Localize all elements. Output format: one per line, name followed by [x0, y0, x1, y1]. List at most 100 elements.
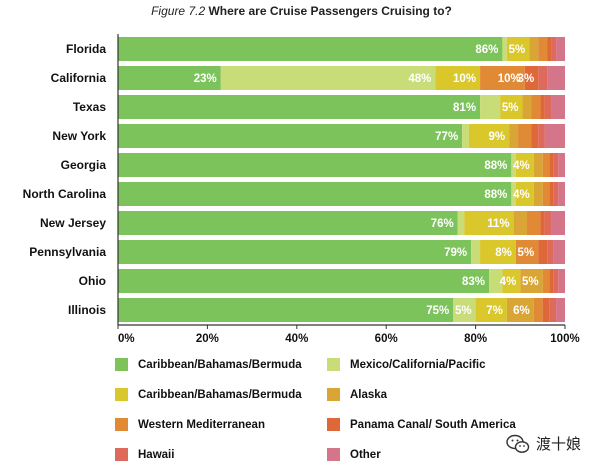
legend-label: Caribbean/Bahamas/Bermuda — [138, 358, 302, 371]
figure-number: Figure 7.2 — [151, 4, 206, 18]
chart-title: Figure 7.2 Where are Cruise Passengers C… — [0, 4, 603, 18]
bar-segment-new-york-4 — [518, 124, 532, 148]
legend-swatch — [327, 388, 340, 401]
watermark-text: 渡十娘 — [536, 436, 582, 453]
bar-segment-pennsylvania-5 — [538, 240, 548, 264]
data-label-texas-2: 5% — [502, 102, 519, 114]
data-label-pennsylvania-0: 79% — [444, 247, 467, 259]
legend-item: Western Mediterranean — [115, 418, 265, 431]
bar-segment-north-carolina-5 — [549, 182, 554, 206]
bar-segment-illinois-0 — [118, 298, 454, 322]
data-label-florida-0: 86% — [475, 44, 498, 56]
legend-swatch — [327, 418, 340, 431]
legend-item: Mexico/California/Pacific — [327, 358, 486, 371]
bar-segment-ohio-6 — [553, 269, 559, 293]
bar-segment-florida-4 — [538, 37, 548, 61]
data-label-georgia-0: 88% — [484, 160, 507, 172]
category-label-new-york: New York — [52, 129, 106, 143]
bar-segment-illinois-2 — [475, 298, 507, 322]
bar-segment-georgia-5 — [549, 153, 554, 177]
data-label-california-0: 23% — [194, 73, 217, 85]
data-label-north-carolina-2: 4% — [513, 189, 530, 201]
wechat-icon — [506, 434, 530, 453]
data-label-ohio-0: 83% — [462, 276, 485, 288]
bar-segment-california-2 — [435, 66, 481, 90]
category-label-florida: Florida — [66, 42, 106, 56]
bar-segment-florida-2 — [506, 37, 530, 61]
bar-segment-florida-7 — [556, 37, 565, 61]
data-label-north-carolina-0: 88% — [484, 189, 507, 201]
bar-segment-georgia-7 — [558, 153, 565, 177]
bar-segment-pennsylvania-0 — [118, 240, 472, 264]
bar-segment-georgia-0 — [118, 153, 512, 177]
legend-label: Mexico/California/Pacific — [350, 358, 486, 371]
legend-label: Western Mediterranean — [138, 418, 265, 431]
bar-segment-florida-6 — [551, 37, 557, 61]
data-label-ohio-3: 5% — [522, 276, 539, 288]
bar-segment-new-jersey-2 — [464, 211, 514, 235]
bar-segment-illinois-4 — [533, 298, 543, 322]
bar-segment-georgia-2 — [515, 153, 534, 177]
legend-item: Panama Canal/ South America — [327, 418, 516, 431]
bar-segment-new-york-1 — [462, 124, 469, 148]
bar-segment-ohio-3 — [520, 269, 543, 293]
bar-segment-texas-0 — [118, 95, 481, 119]
legend-swatch — [115, 358, 128, 371]
bar-segment-ohio-5 — [549, 269, 554, 293]
bar-segment-texas-1 — [480, 95, 501, 119]
bar-segment-california-4 — [480, 66, 525, 90]
bar-segment-north-carolina-6 — [553, 182, 559, 206]
bar-segment-new-york-7 — [544, 124, 565, 148]
bar-segment-north-carolina-7 — [558, 182, 565, 206]
data-label-california-2: 10% — [453, 73, 476, 85]
x-tick-label: 20% — [196, 333, 219, 345]
bar-segment-georgia-3 — [533, 153, 543, 177]
bar-segment-illinois-6 — [549, 298, 557, 322]
bar-segment-ohio-1 — [489, 269, 503, 293]
bar-segment-ohio-7 — [558, 269, 565, 293]
bar-segment-florida-3 — [529, 37, 539, 61]
bar-segment-georgia-6 — [553, 153, 559, 177]
bar-segment-california-1 — [220, 66, 436, 90]
bar-segment-texas-6 — [544, 95, 552, 119]
legend-item: Hawaii — [115, 448, 174, 461]
category-label-north-carolina: North Carolina — [23, 187, 107, 201]
bar-segment-texas-5 — [540, 95, 545, 119]
bar-segment-illinois-1 — [453, 298, 476, 322]
x-tick-label: 0% — [118, 333, 135, 345]
bar-segment-florida-1 — [502, 37, 507, 61]
bar-segment-new-jersey-7 — [551, 211, 565, 235]
bar-segment-north-carolina-1 — [511, 182, 516, 206]
data-label-new-jersey-0: 76% — [431, 218, 454, 230]
bar-segment-pennsylvania-2 — [480, 240, 516, 264]
x-tick-label: 40% — [285, 333, 308, 345]
bar-segment-new-jersey-3 — [513, 211, 528, 235]
legend-item: Alaska — [327, 388, 387, 401]
bar-segment-texas-4 — [531, 95, 541, 119]
data-label-ohio-2: 4% — [500, 276, 517, 288]
legend-swatch — [327, 358, 340, 371]
legend-swatch — [115, 418, 128, 431]
bar-segment-ohio-0 — [118, 269, 490, 293]
legend-label: Caribbean/Bahamas/Bermuda — [138, 388, 302, 401]
bar-segment-new-jersey-6 — [544, 211, 552, 235]
bar-segment-florida-5 — [547, 37, 552, 61]
data-label-illinois-0: 75% — [426, 305, 449, 317]
bar-segment-illinois-3 — [506, 298, 534, 322]
bar-segment-california-0 — [118, 66, 221, 90]
legend-label: Other — [350, 448, 381, 461]
data-label-texas-0: 81% — [453, 102, 476, 114]
bar-segment-new-york-0 — [118, 124, 463, 148]
x-tick-label: 80% — [464, 333, 487, 345]
data-label-new-york-0: 77% — [435, 131, 458, 143]
bar-segment-new-york-2 — [468, 124, 510, 148]
bar-segment-north-carolina-2 — [515, 182, 534, 206]
bar-segment-new-jersey-5 — [540, 211, 545, 235]
bar-segment-ohio-2 — [502, 269, 521, 293]
legend-label: Panama Canal/ South America — [350, 418, 516, 431]
data-label-illinois-1: 5% — [455, 305, 472, 317]
data-label-georgia-2: 4% — [513, 160, 530, 172]
bar-segment-new-jersey-0 — [118, 211, 458, 235]
category-label-new-jersey: New Jersey — [40, 216, 106, 230]
bar-segment-new-jersey-1 — [457, 211, 465, 235]
